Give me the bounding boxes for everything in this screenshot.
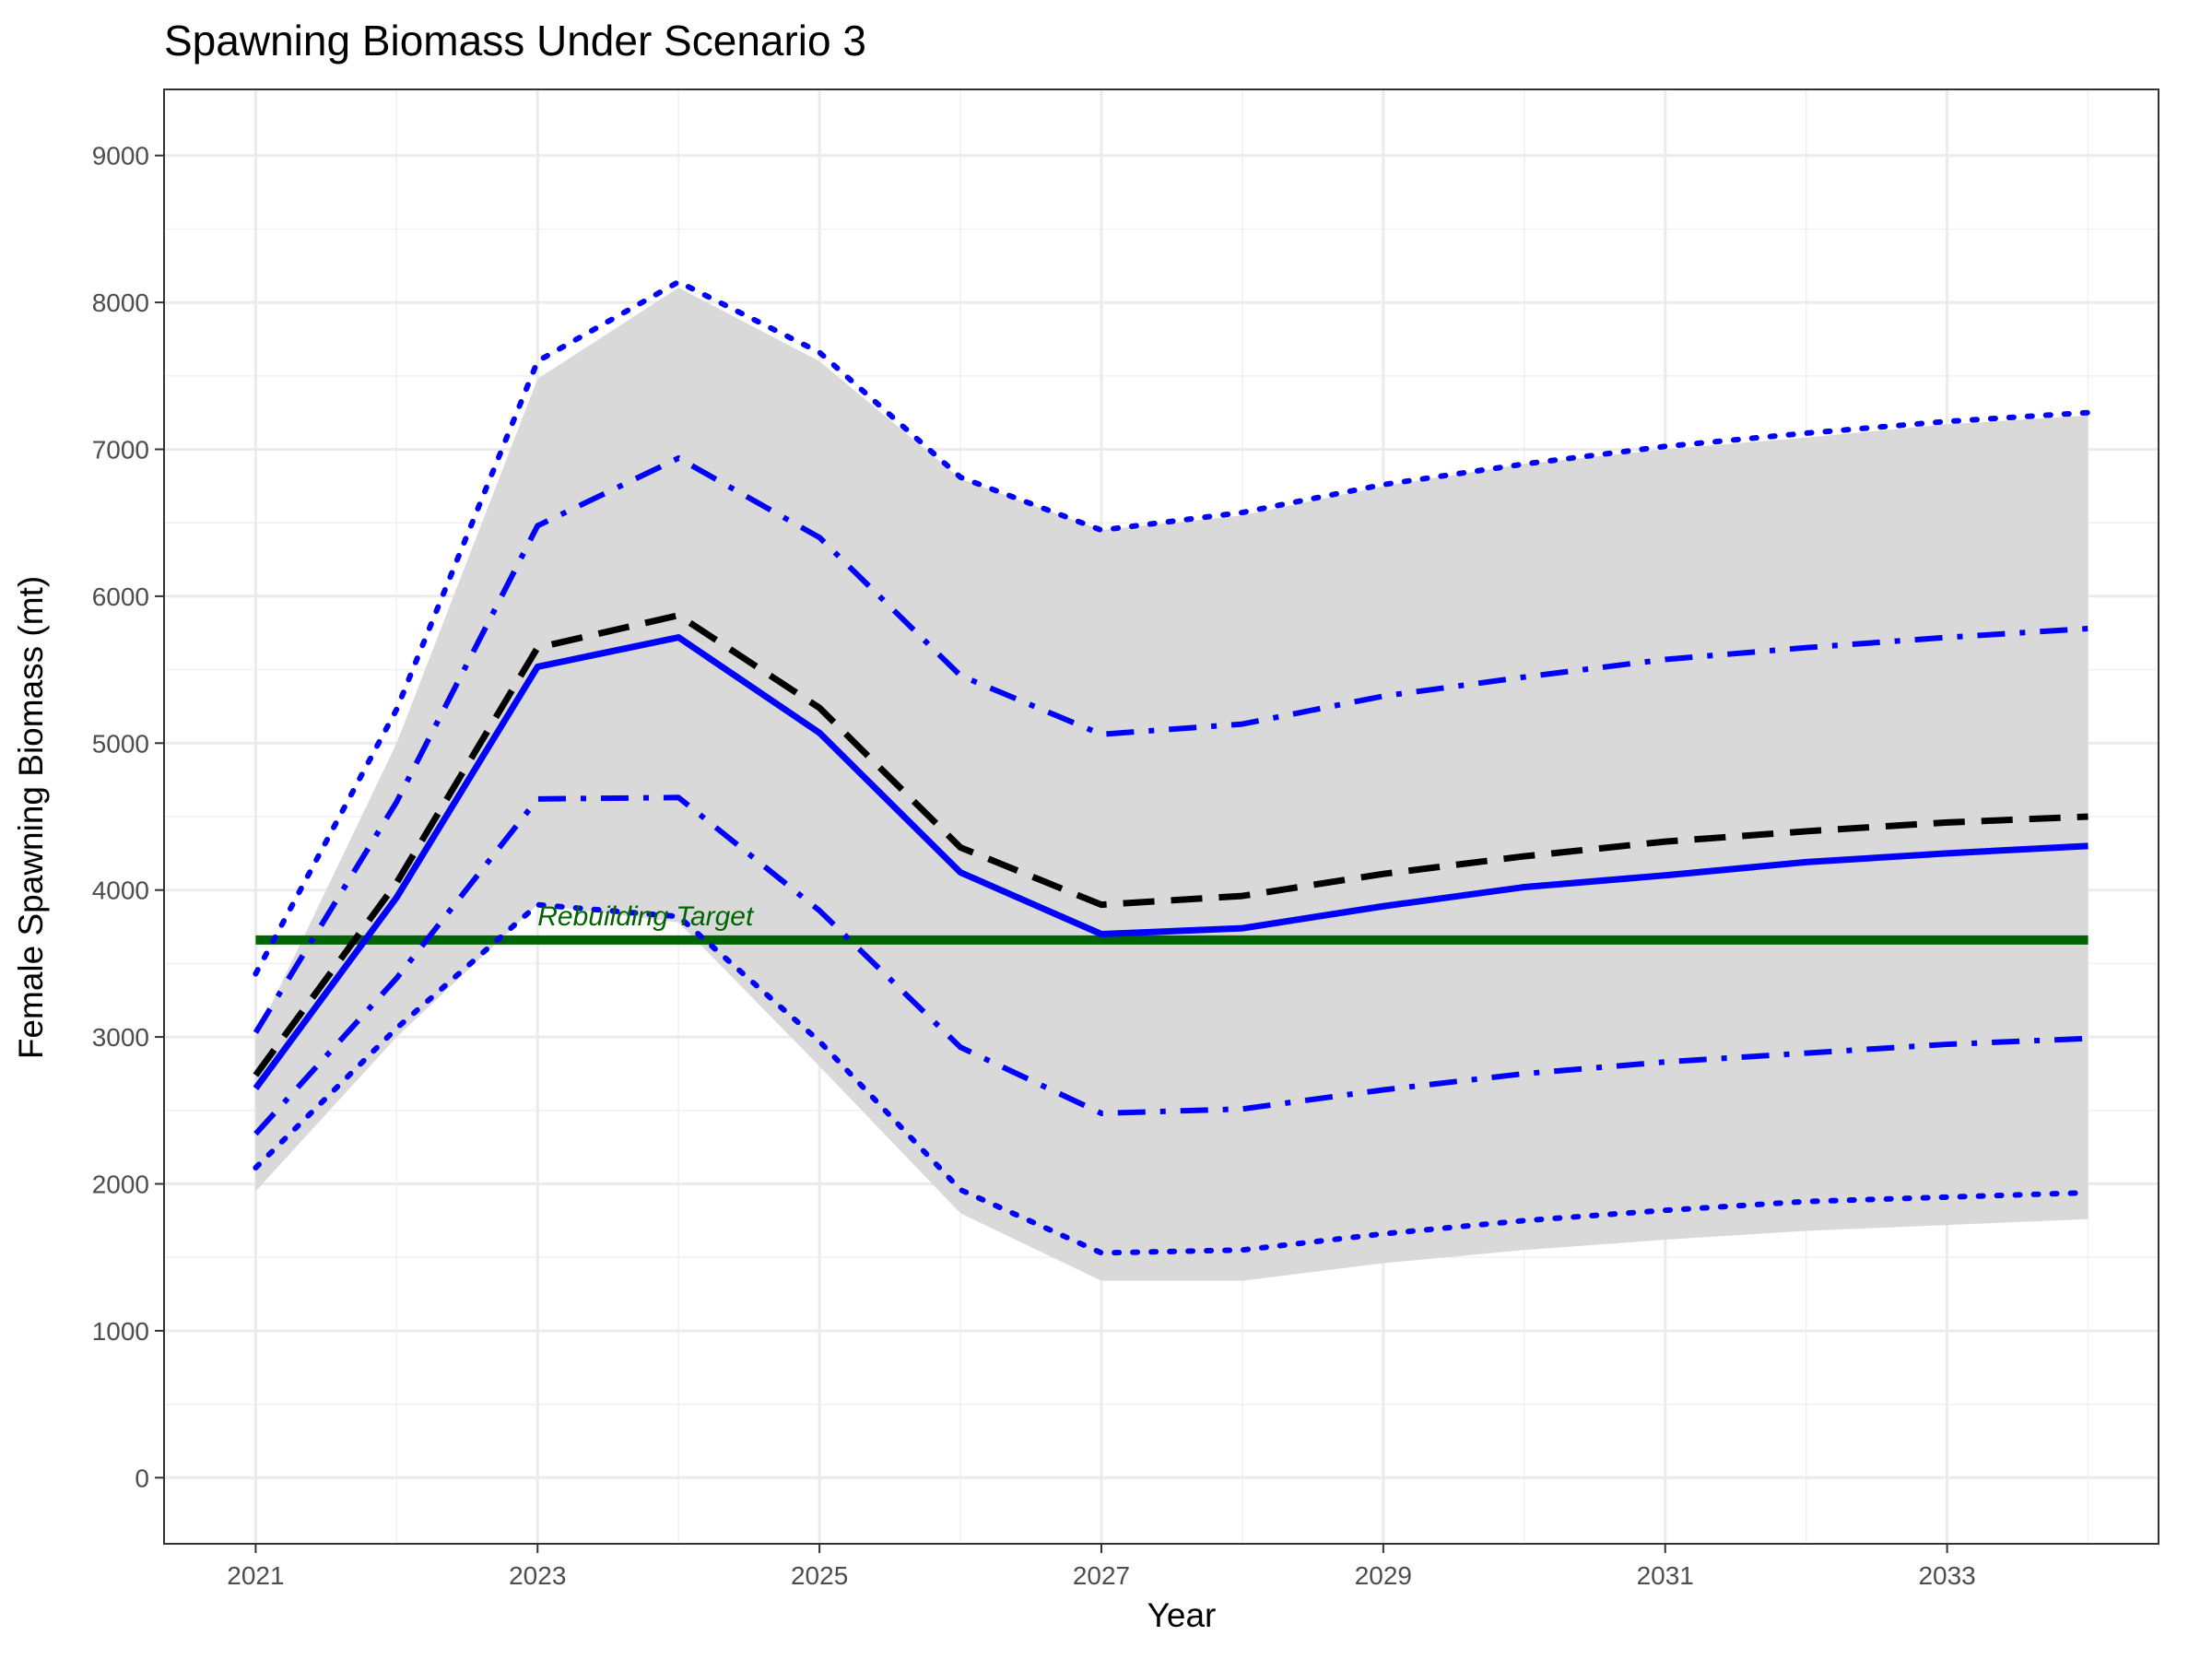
y-tick-label: 7000 — [92, 436, 149, 465]
x-tick-label: 2023 — [509, 1561, 566, 1590]
y-tick-label: 2000 — [92, 1170, 149, 1198]
y-tick-label: 5000 — [92, 729, 149, 758]
plot-area: Rebuilding Target 0 1000 2000 3000 4000 5000 60… — [92, 89, 2159, 1590]
y-axis-label: Female Spawning Biomass (mt) — [12, 576, 50, 1059]
x-tick-label: 2033 — [1918, 1561, 1975, 1590]
x-tick-label: 2027 — [1073, 1561, 1130, 1590]
rebuilding-target-label: Rebuilding Target — [537, 901, 755, 932]
y-tick-label: 6000 — [92, 582, 149, 611]
y-tick-label: 3000 — [92, 1023, 149, 1052]
x-tick-label: 2025 — [791, 1561, 848, 1590]
y-tick-label: 4000 — [92, 877, 149, 905]
y-tick-label: 1000 — [92, 1317, 149, 1346]
x-tick-label: 2031 — [1637, 1561, 1694, 1590]
chart-title: Spawning Biomass Under Scenario 3 — [164, 17, 866, 65]
x-tick-label: 2029 — [1355, 1561, 1412, 1590]
x-axis-label: Year — [1147, 1596, 1217, 1634]
y-tick-label: 9000 — [92, 142, 149, 171]
y-tick-label: 0 — [135, 1464, 149, 1492]
x-tick-label: 2021 — [227, 1561, 284, 1590]
y-tick-label: 8000 — [92, 288, 149, 317]
